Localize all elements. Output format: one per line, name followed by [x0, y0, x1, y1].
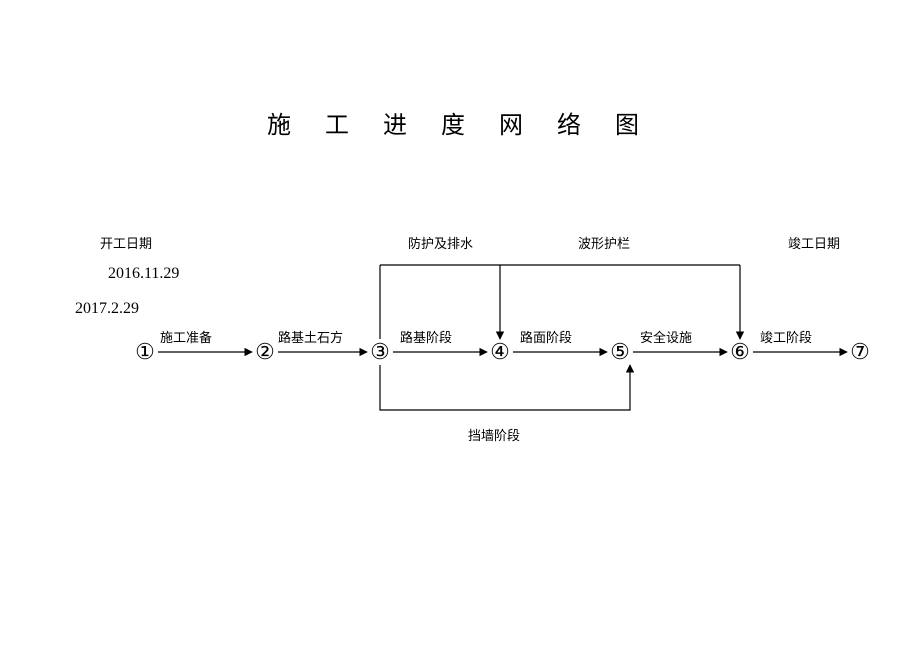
node-1: ① [135, 339, 155, 365]
end-date: 2017.2.29 [75, 300, 139, 318]
edge-label-34: 路基阶段 [400, 327, 452, 346]
top-branch-label-2: 波形护栏 [578, 233, 630, 252]
start-date-label: 开工日期 [100, 233, 152, 252]
edge-label-56: 安全设施 [640, 327, 692, 346]
end-date-label: 竣工日期 [788, 233, 840, 252]
node-7: ⑦ [850, 339, 870, 365]
node-3: ③ [370, 339, 390, 365]
edge-label-67: 竣工阶段 [760, 327, 812, 346]
edge-label-45: 路面阶段 [520, 327, 572, 346]
edge-label-12: 施工准备 [160, 327, 212, 346]
node-5: ⑤ [610, 339, 630, 365]
bottom-branch-label: 挡墙阶段 [468, 425, 520, 444]
node-6: ⑥ [730, 339, 750, 365]
top-branch-label-1: 防护及排水 [408, 233, 473, 252]
edge-label-23: 路基土石方 [278, 327, 343, 346]
network-diagram [0, 0, 920, 651]
start-date: 2016.11.29 [108, 265, 179, 283]
node-2: ② [255, 339, 275, 365]
node-4: ④ [490, 339, 510, 365]
